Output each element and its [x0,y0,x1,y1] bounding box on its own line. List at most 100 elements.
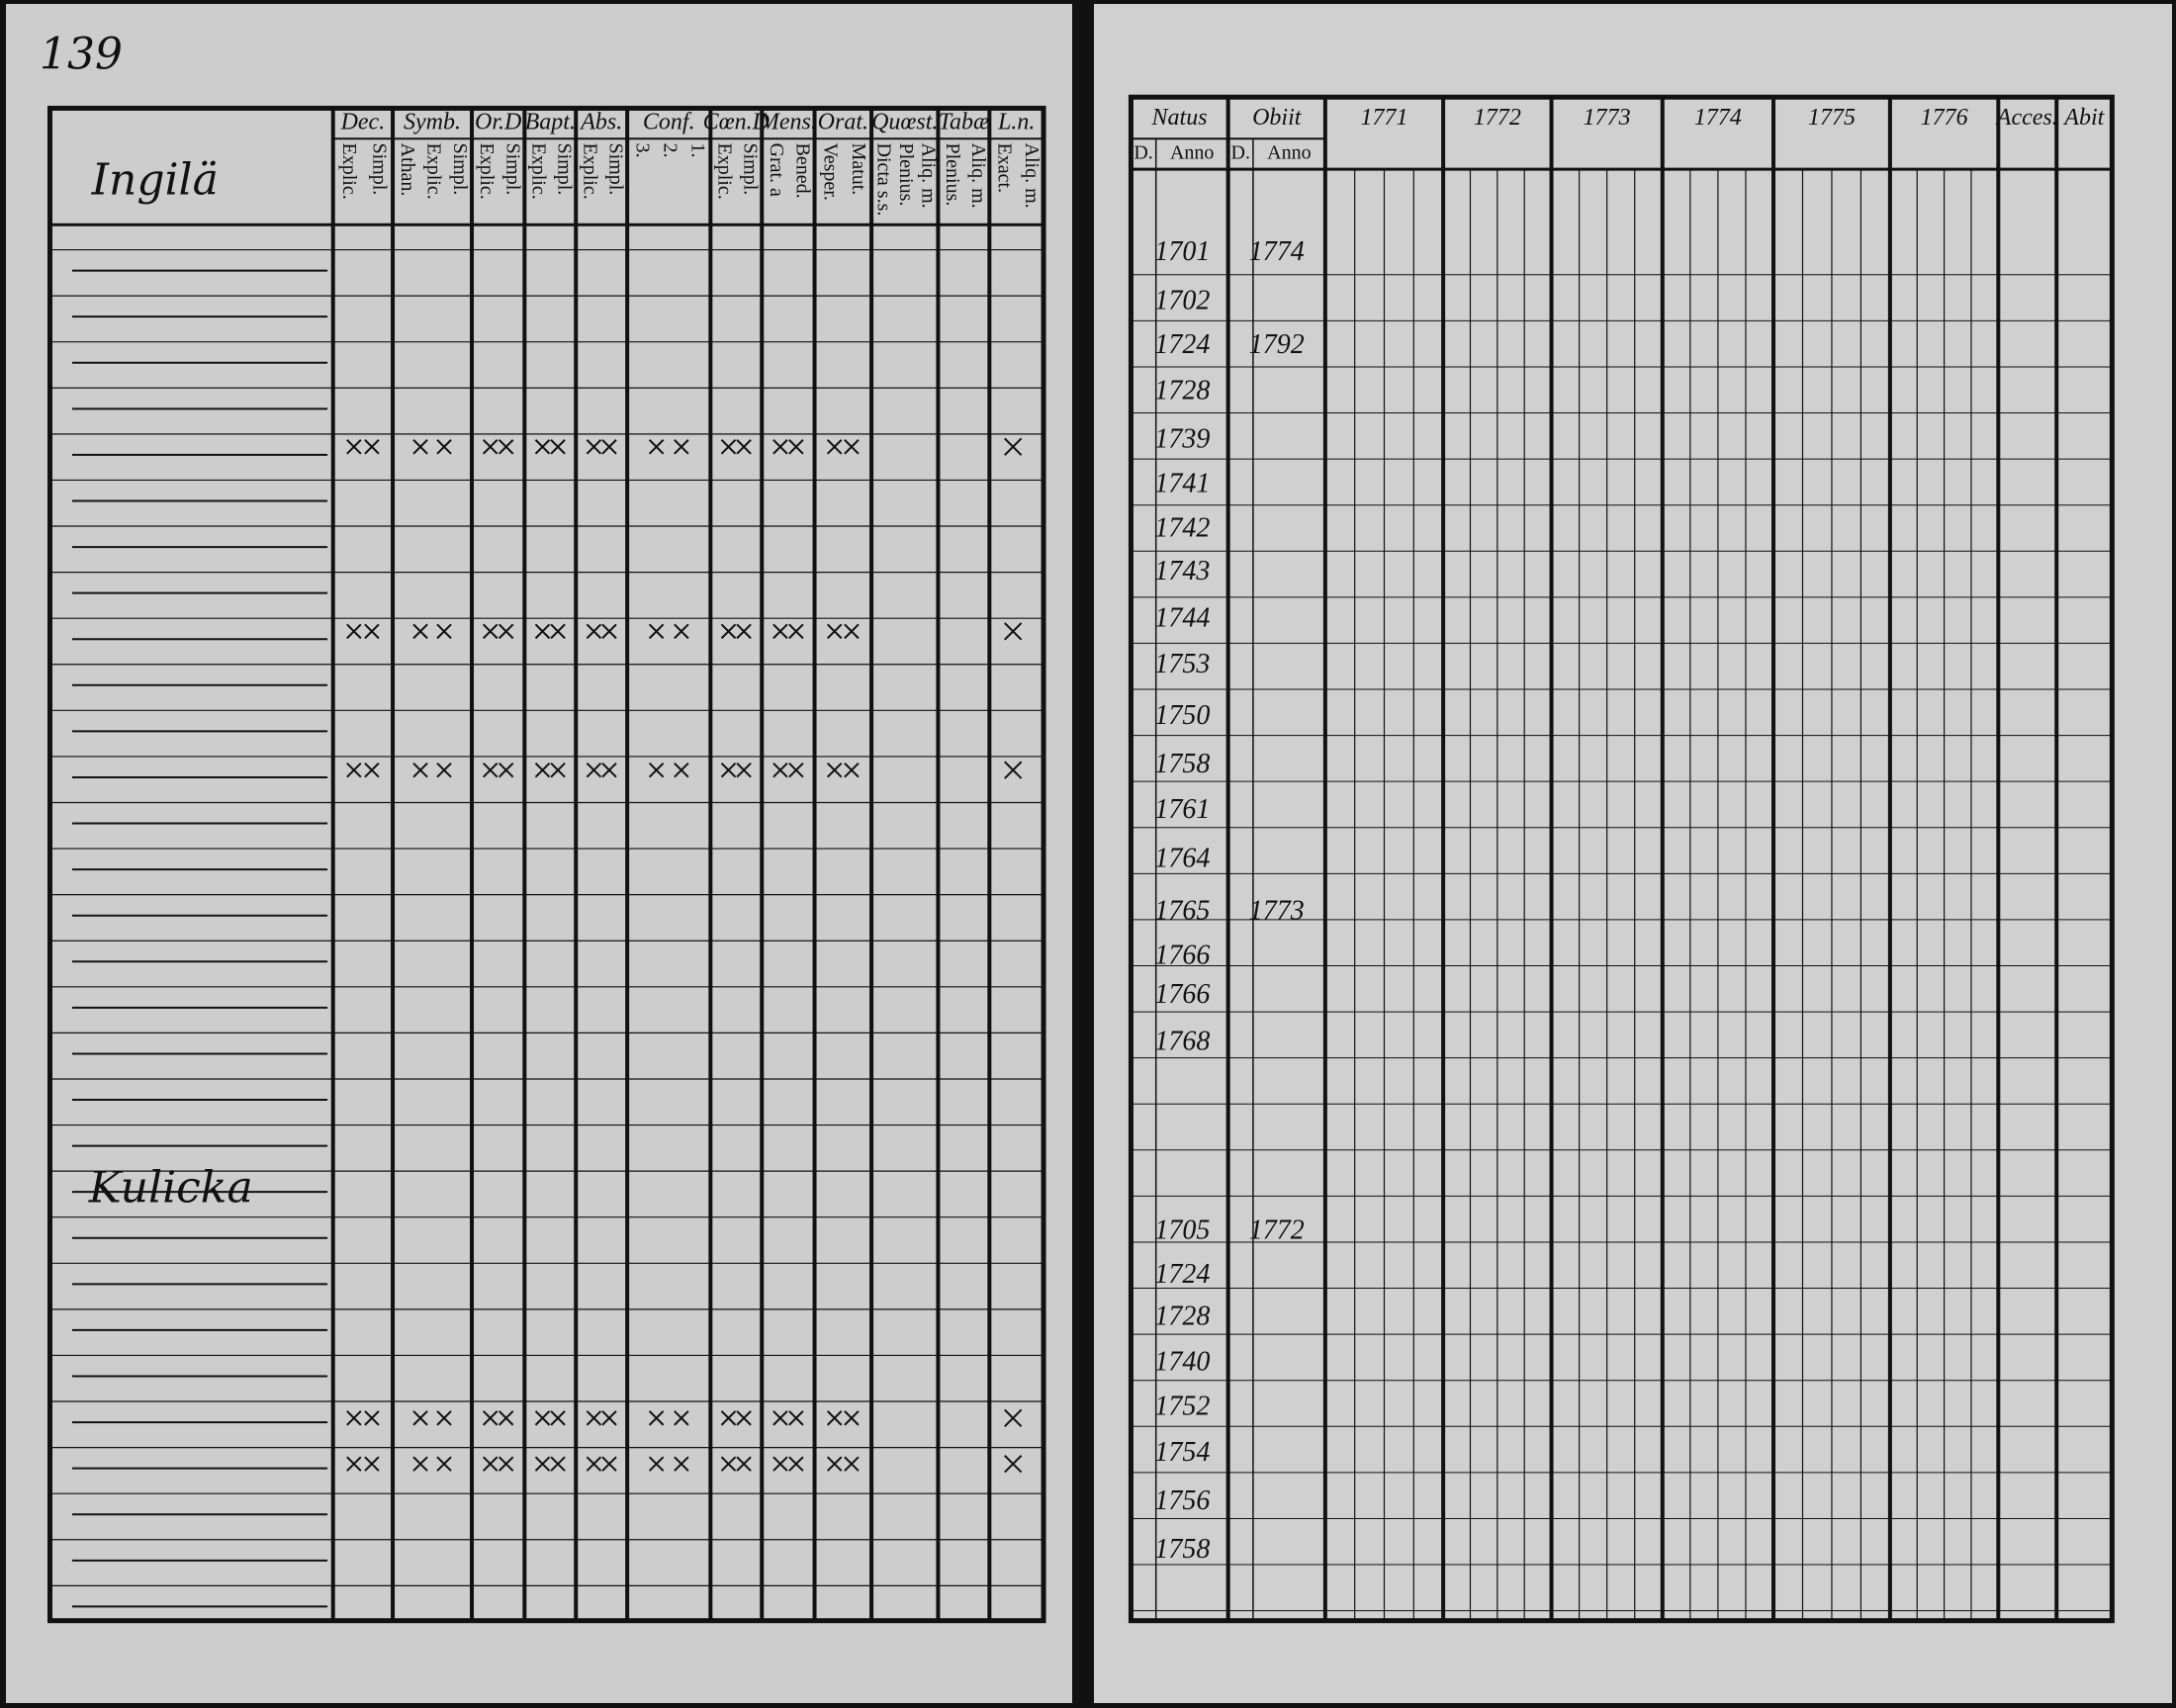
left-page [6,4,1072,1703]
cross-mark [788,623,804,640]
column-subheader: Explic. [714,143,736,200]
cross-mark [346,623,362,640]
cross-mark [364,1456,380,1472]
column-header: Obiit [1252,105,1303,131]
column-header: 1771 [1360,105,1407,131]
cross-mark [346,1456,362,1472]
cross-mark [534,1456,551,1472]
column-header: Bapt. [525,109,576,135]
column-header: Symb. [404,109,461,135]
cross-mark [601,1410,617,1426]
column-subheader: Simpl. [740,143,762,196]
death-year: 1772 [1249,1214,1305,1245]
cross-mark [1004,1455,1023,1474]
cross-mark [826,1410,843,1426]
cross-mark [586,439,602,455]
column-subheader: Plenius. [942,143,963,207]
cross-mark [534,1410,551,1426]
cross-mark [736,762,752,778]
column-header: 1775 [1808,105,1856,131]
column-subheader: Bened. [792,143,814,199]
cross-mark [1004,1408,1023,1427]
cross-mark [772,1410,788,1426]
cross-mark [346,1410,362,1426]
cross-mark [736,1410,752,1426]
birth-year: 1701 [1154,236,1210,267]
cross-mark [720,1410,737,1426]
column-header: Or.D [475,109,521,135]
column-subheader: Aliq. m. [967,143,989,209]
birth-year: 1765 [1154,896,1210,927]
birth-year: 1758 [1154,749,1210,779]
cross-mark [586,1456,602,1472]
birth-year: 1752 [1154,1391,1210,1421]
page-number: 139 [40,30,123,80]
column-header: 1773 [1584,105,1631,131]
column-subheader: Explic. [338,143,360,200]
column-subheader: Vesper. [819,143,841,201]
birth-year: 1754 [1154,1437,1210,1468]
cross-mark [550,762,566,778]
column-header: 1772 [1474,105,1521,131]
cross-mark [498,1456,514,1472]
cross-mark [648,762,665,778]
column-subheader: 2. [660,143,681,158]
column-subheader: Aliq. m. [1021,143,1043,209]
cross-mark [1004,761,1023,779]
cross-mark [720,762,737,778]
column-subheader: 3. [632,143,654,158]
birth-year: 1768 [1154,1026,1210,1056]
cross-mark [412,1456,428,1472]
cross-mark [720,623,737,640]
death-year: 1774 [1249,236,1305,267]
cross-mark [586,623,602,640]
cross-mark [601,762,617,778]
cross-mark [720,1456,737,1472]
cross-mark [550,1410,566,1426]
cross-mark [601,1456,617,1472]
right-page [1094,4,2172,1703]
cross-mark [772,623,788,640]
cross-mark [826,439,843,455]
column-header: Conf. [643,109,695,135]
column-subheader: 1. [687,143,709,158]
cross-mark [788,1410,804,1426]
cross-mark [844,1456,860,1472]
column-subheader: Matut. [848,143,869,196]
birth-year: 1766 [1154,979,1210,1010]
cross-mark [412,623,428,640]
column-subheader: Exact. [993,143,1015,194]
cross-mark [674,1410,689,1426]
birth-year: 1743 [1154,556,1210,586]
birth-year: 1756 [1154,1485,1210,1516]
column-header: L.n. [997,109,1035,135]
birth-year: 1766 [1154,940,1210,970]
cross-mark [648,1410,665,1426]
cross-mark [674,623,689,640]
section-title: Ingilä [91,155,219,206]
cross-mark [586,762,602,778]
cross-mark [648,1456,665,1472]
column-subheader: Dicta s.s. [873,143,895,217]
column-header: Quœst. [871,109,938,135]
cross-mark [826,1456,843,1472]
column-subheader: Grat. a [766,143,787,198]
column-subheader: Simpl. [554,143,576,196]
birth-year: 1741 [1154,468,1210,498]
birth-year: 1705 [1154,1214,1210,1245]
cross-mark [346,439,362,455]
death-year: 1792 [1249,329,1305,360]
birth-year: 1744 [1154,603,1210,634]
cross-mark [720,439,737,455]
cross-mark [736,623,752,640]
column-header: Abs. [579,109,622,135]
column-header: Dec. [340,109,386,135]
column-subheader: Simpl. [449,143,471,196]
cross-mark [482,1410,499,1426]
column-header: 1774 [1694,105,1742,131]
birth-year: 1740 [1154,1347,1210,1378]
birth-year: 1728 [1154,375,1210,405]
cross-mark [844,1410,860,1426]
cross-mark [346,762,362,778]
